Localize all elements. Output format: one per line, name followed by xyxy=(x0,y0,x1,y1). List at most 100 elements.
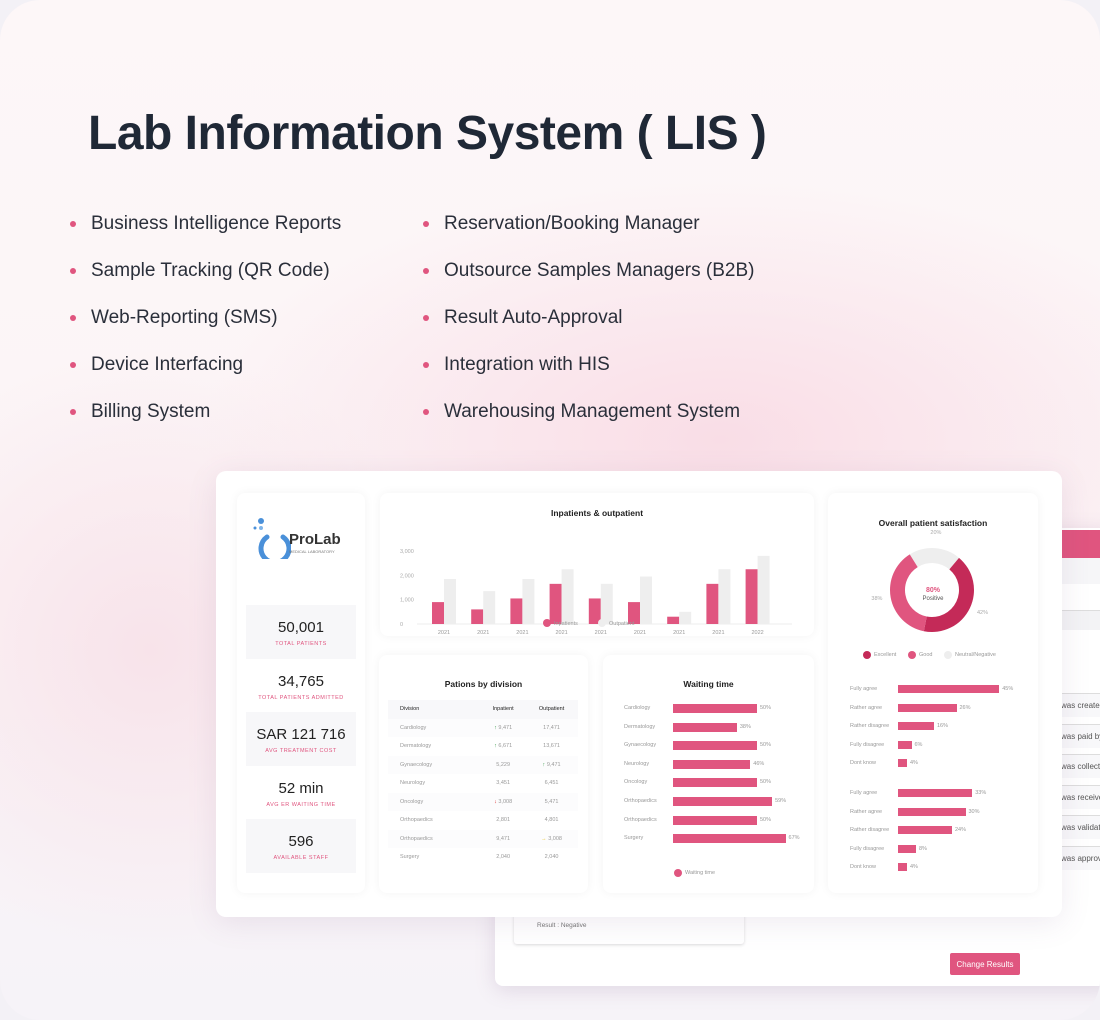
bar-outpatient xyxy=(522,578,535,624)
y-tick-label: 1,000 xyxy=(400,598,414,604)
table-cell: 6,451 xyxy=(525,774,578,793)
x-tick-label: 2021 xyxy=(673,630,685,636)
history-row[interactable]: was created xyxy=(1061,693,1100,717)
waiting-bar xyxy=(673,741,757,751)
donut-slice-good xyxy=(890,554,927,632)
feature-item: Sample Tracking (QR Code) xyxy=(70,260,330,281)
division-table: Division Inpatient Outpatient Cardiology ↑ 9… xyxy=(388,700,578,867)
legend-dot xyxy=(598,619,606,627)
bar-outpatient xyxy=(757,555,770,624)
bar-value: 4% xyxy=(910,864,918,870)
table-cell: 5,471 xyxy=(525,792,578,811)
table-cell: Neurology xyxy=(388,774,481,793)
bar-label: Fully agree xyxy=(850,790,878,796)
history-row[interactable]: was receive xyxy=(1061,784,1100,809)
bar-value: 6% xyxy=(914,741,923,748)
bar-label: Gynaecology xyxy=(624,742,657,749)
logo-tagline: MEDICAL LABORATORY xyxy=(289,549,335,554)
stat-tile: 52 min AVG ER WAITING TIME xyxy=(246,766,356,820)
x-tick-label: 2021 xyxy=(634,630,646,636)
chart-title: Inpatients & outpatient xyxy=(550,508,644,518)
table-cell: 9,471 xyxy=(481,829,526,848)
waiting-bar xyxy=(673,815,757,825)
dashboard-window: ProLab MEDICAL LABORATORY 50,001 TOTAL PA… xyxy=(216,471,1062,917)
satisfaction-card: Overall patient satisfaction 20% 42% 38% 8… xyxy=(828,493,1038,893)
legend-dot xyxy=(944,651,952,659)
bar-label: Cardiology xyxy=(624,705,651,711)
legend-dot xyxy=(908,651,916,659)
bar-inpatients xyxy=(510,598,523,624)
slice-value: 42% xyxy=(977,610,988,616)
satisfaction-bar xyxy=(898,863,907,871)
x-tick-label: 2021 xyxy=(555,630,567,636)
cell-value: 3,008 xyxy=(498,798,513,805)
stat-label: AVG ER WAITING TIME xyxy=(266,801,336,808)
feature-item: Web-Reporting (SMS) xyxy=(70,307,278,328)
legend-label: Neutral/Negative xyxy=(955,652,996,658)
column-header: Outpatient xyxy=(525,700,578,719)
satisfaction-bar xyxy=(898,722,934,730)
cell-value: 6,671 xyxy=(498,743,513,750)
waiting-bar xyxy=(673,759,751,769)
feature-item: Device Interfacing xyxy=(69,354,244,375)
bar-inpatients xyxy=(588,598,601,624)
bar-label: Neurology xyxy=(624,760,650,767)
history-row[interactable]: was approv xyxy=(1061,845,1100,870)
cell-value: Surgery xyxy=(400,854,420,861)
bar-outpatient xyxy=(483,591,496,624)
stat-value: SAR 121 716 xyxy=(256,726,346,743)
y-tick-label: 3,000 xyxy=(400,549,414,555)
feature-item: Warehousing Management System xyxy=(422,401,741,422)
cell-value: 5,471 xyxy=(544,798,559,805)
x-tick-label: 2021 xyxy=(516,630,528,636)
bar-label: Dont know xyxy=(850,864,876,870)
satisfaction-title: Overall patient satisfaction xyxy=(878,518,988,528)
bar-value: 50% xyxy=(760,779,772,786)
satisfaction-bar xyxy=(898,703,957,712)
trend-up-icon: ↑ xyxy=(494,743,499,750)
feature-item: Result Auto-Approval xyxy=(423,307,623,328)
table-cell: ↑ 9,471 xyxy=(481,718,526,737)
bar-value: 45% xyxy=(1002,686,1014,692)
donut-slice-neutral-negative xyxy=(909,548,959,570)
history-row[interactable]: was validat xyxy=(1061,815,1100,839)
division-title: Pations by division xyxy=(444,679,523,689)
table-cell: ↑ 6,671 xyxy=(481,737,525,756)
table-row: Orthopaedics 2,801 4,801 xyxy=(388,811,578,830)
stat-value: 34,765 xyxy=(278,672,324,690)
bar-label: Rather disagree xyxy=(850,827,890,833)
table-cell: Oncology xyxy=(388,792,482,811)
bar-value: 8% xyxy=(919,845,927,852)
satisfaction-bar xyxy=(898,789,973,797)
cell-value: Cardiology xyxy=(400,724,427,731)
table-cell: 17,471 xyxy=(525,718,578,737)
bar-outpatient xyxy=(640,576,652,624)
bar-inpatients xyxy=(667,616,680,624)
cell-value: 2,801 xyxy=(496,817,510,824)
history-row[interactable]: was paid by xyxy=(1061,723,1100,748)
bar-outpatient xyxy=(444,578,456,624)
table-cell: 2,040 xyxy=(481,848,525,867)
cell-value: 9,471 xyxy=(546,761,561,768)
satisfaction-bar xyxy=(898,685,1000,693)
trend-down-icon: ↓ xyxy=(494,798,499,805)
legend-label: Inpatients xyxy=(554,621,578,627)
bar-value: 59% xyxy=(775,798,787,804)
stat-value: 52 min xyxy=(278,779,324,797)
feature-item: Outsource Samples Managers (B2B) xyxy=(422,260,755,281)
waiting-bar xyxy=(673,834,786,844)
feature-item: Billing System xyxy=(69,401,211,422)
bar-value: 16% xyxy=(937,723,949,729)
history-row[interactable]: was collecte xyxy=(1061,754,1100,778)
trend-up-icon: ↑ xyxy=(542,761,547,768)
change-results-button[interactable]: Change Results xyxy=(950,953,1020,975)
cell-value: 3,451 xyxy=(496,780,510,787)
satisfaction-bar xyxy=(898,826,952,834)
result-text: Result : Negative xyxy=(537,922,587,929)
table-cell: 5,229 xyxy=(481,755,526,774)
x-tick-label: 2021 xyxy=(477,630,489,636)
page-title: Lab Information System ( LIS ) xyxy=(88,107,767,160)
cell-value: 6,451 xyxy=(544,780,559,787)
table-row: Neurology 3,451 6,451 xyxy=(388,774,578,793)
inpatients-chart-card: Inpatients & outpatient 0 1,000 2,000 3,000… xyxy=(380,493,814,636)
